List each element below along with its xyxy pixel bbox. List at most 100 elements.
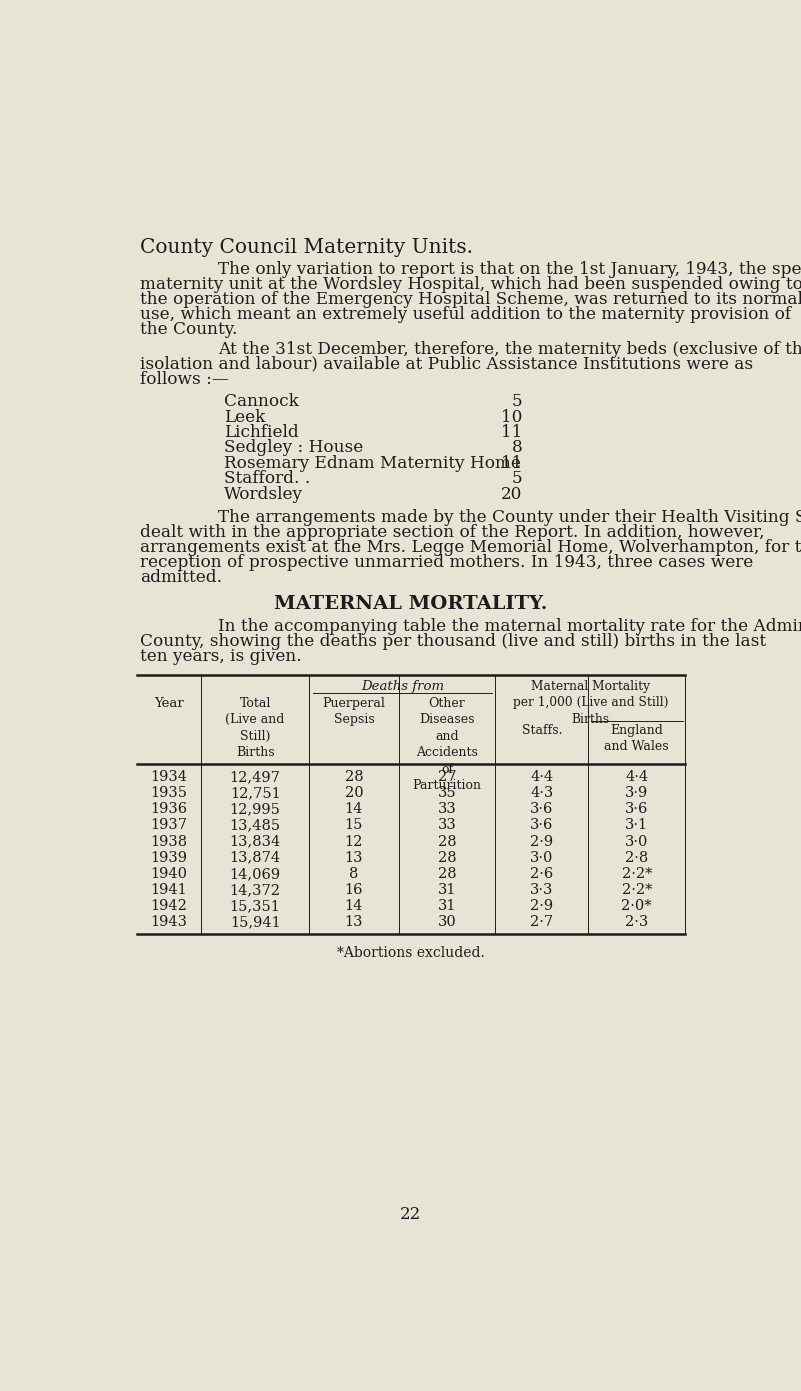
Text: 15,351: 15,351	[230, 899, 280, 912]
Text: the County.: the County.	[140, 321, 238, 338]
Text: admitted.: admitted.	[140, 569, 223, 586]
Text: 2·9: 2·9	[530, 899, 553, 912]
Text: Wordsley: Wordsley	[224, 485, 303, 502]
Text: 3·1: 3·1	[626, 818, 648, 832]
Text: arrangements exist at the Mrs. Legge Memorial Home, Wolverhampton, for the: arrangements exist at the Mrs. Legge Mem…	[140, 538, 801, 556]
Text: 1934: 1934	[151, 769, 187, 785]
Text: the operation of the Emergency Hospital Scheme, was returned to its normal: the operation of the Emergency Hospital …	[140, 291, 801, 307]
Text: 1935: 1935	[151, 786, 187, 800]
Text: 13: 13	[344, 915, 363, 929]
Text: 2·0*: 2·0*	[622, 899, 652, 912]
Text: MATERNAL MORTALITY.: MATERNAL MORTALITY.	[274, 595, 548, 612]
Text: 28: 28	[437, 835, 457, 849]
Text: 31: 31	[437, 883, 457, 897]
Text: Sedgley : House: Sedgley : House	[224, 440, 364, 456]
Text: 11: 11	[501, 424, 522, 441]
Text: 3·6: 3·6	[625, 803, 649, 817]
Text: Deaths from: Deaths from	[360, 680, 444, 693]
Text: 5: 5	[512, 394, 522, 410]
Text: 22: 22	[400, 1206, 421, 1224]
Text: *Abortions excluded.: *Abortions excluded.	[337, 946, 485, 960]
Text: 1938: 1938	[150, 835, 187, 849]
Text: 28: 28	[437, 851, 457, 865]
Text: use, which meant an extremely useful addition to the maternity provision of: use, which meant an extremely useful add…	[140, 306, 791, 323]
Text: 2·9: 2·9	[530, 835, 553, 849]
Text: At the 31st December, therefore, the maternity beds (exclusive of those for: At the 31st December, therefore, the mat…	[218, 341, 801, 357]
Text: 31: 31	[437, 899, 457, 912]
Text: 14,372: 14,372	[230, 883, 280, 897]
Text: In the accompanying table the maternal mortality rate for the Administrative: In the accompanying table the maternal m…	[218, 618, 801, 634]
Text: 4·4: 4·4	[626, 769, 648, 785]
Text: 13,834: 13,834	[230, 835, 280, 849]
Text: 2·2*: 2·2*	[622, 867, 652, 881]
Text: 2·8: 2·8	[626, 851, 649, 865]
Text: reception of prospective unmarried mothers. In 1943, three cases were: reception of prospective unmarried mothe…	[140, 554, 754, 570]
Text: 2·6: 2·6	[530, 867, 553, 881]
Text: 12,995: 12,995	[230, 803, 280, 817]
Text: 3·0: 3·0	[530, 851, 553, 865]
Text: 15: 15	[344, 818, 363, 832]
Text: 10: 10	[501, 409, 522, 426]
Text: 1940: 1940	[151, 867, 187, 881]
Text: 2·3: 2·3	[626, 915, 649, 929]
Text: 3·6: 3·6	[530, 803, 553, 817]
Text: Total
(Live and
Still)
Births: Total (Live and Still) Births	[225, 697, 285, 759]
Text: 1937: 1937	[151, 818, 187, 832]
Text: 28: 28	[437, 867, 457, 881]
Text: 12,497: 12,497	[230, 769, 280, 785]
Text: Lichfield: Lichfield	[224, 424, 299, 441]
Text: ten years, is given.: ten years, is given.	[140, 648, 302, 665]
Text: 2·7: 2·7	[530, 915, 553, 929]
Text: 4·4: 4·4	[530, 769, 553, 785]
Text: 27: 27	[437, 769, 457, 785]
Text: 16: 16	[344, 883, 363, 897]
Text: 1936: 1936	[150, 803, 187, 817]
Text: 12: 12	[344, 835, 363, 849]
Text: 14: 14	[344, 803, 363, 817]
Text: England
and Wales: England and Wales	[605, 723, 669, 753]
Text: 12,751: 12,751	[230, 786, 280, 800]
Text: 1943: 1943	[151, 915, 187, 929]
Text: Year: Year	[154, 697, 183, 709]
Text: 3·9: 3·9	[626, 786, 649, 800]
Text: maternity unit at the Wordsley Hospital, which had been suspended owing to: maternity unit at the Wordsley Hospital,…	[140, 275, 801, 294]
Text: 28: 28	[344, 769, 363, 785]
Text: Stafford. .: Stafford. .	[224, 470, 311, 487]
Text: Cannock: Cannock	[224, 394, 299, 410]
Text: The arrangements made by the County under their Health Visiting Scheme are: The arrangements made by the County unde…	[218, 509, 801, 526]
Text: Rosemary Ednam Maternity Home: Rosemary Ednam Maternity Home	[224, 455, 521, 472]
Text: County, showing the deaths per thousand (live and still) births in the last: County, showing the deaths per thousand …	[140, 633, 767, 650]
Text: 5: 5	[512, 470, 522, 487]
Text: 3·3: 3·3	[530, 883, 553, 897]
Text: County Council Maternity Units.: County Council Maternity Units.	[140, 238, 473, 257]
Text: 8: 8	[512, 440, 522, 456]
Text: 3·6: 3·6	[530, 818, 553, 832]
Text: dealt with in the appropriate section of the Report. In addition, however,: dealt with in the appropriate section of…	[140, 524, 765, 541]
Text: 13,485: 13,485	[230, 818, 280, 832]
Text: 11: 11	[501, 455, 522, 472]
Text: 20: 20	[501, 485, 522, 502]
Text: 1939: 1939	[151, 851, 187, 865]
Text: 1942: 1942	[151, 899, 187, 912]
Text: 33: 33	[437, 803, 457, 817]
Text: 35: 35	[437, 786, 457, 800]
Text: 4·3: 4·3	[530, 786, 553, 800]
Text: 13,874: 13,874	[230, 851, 280, 865]
Text: 14,069: 14,069	[230, 867, 280, 881]
Text: 2·2*: 2·2*	[622, 883, 652, 897]
Text: Puerperal
Sepsis: Puerperal Sepsis	[323, 697, 385, 726]
Text: Other
Diseases
and
Accidents
of
Parturition: Other Diseases and Accidents of Parturit…	[413, 697, 481, 793]
Text: 13: 13	[344, 851, 363, 865]
Text: Leek: Leek	[224, 409, 265, 426]
Text: 30: 30	[437, 915, 457, 929]
Text: 1941: 1941	[151, 883, 187, 897]
Text: 15,941: 15,941	[230, 915, 280, 929]
Text: The only variation to report is that on the 1st January, 1943, the special: The only variation to report is that on …	[218, 262, 801, 278]
Text: Staffs.: Staffs.	[521, 723, 562, 737]
Text: 8: 8	[349, 867, 359, 881]
Text: 3·0: 3·0	[625, 835, 649, 849]
Text: 14: 14	[344, 899, 363, 912]
Text: 33: 33	[437, 818, 457, 832]
Text: follows :—: follows :—	[140, 370, 229, 388]
Text: 20: 20	[344, 786, 363, 800]
